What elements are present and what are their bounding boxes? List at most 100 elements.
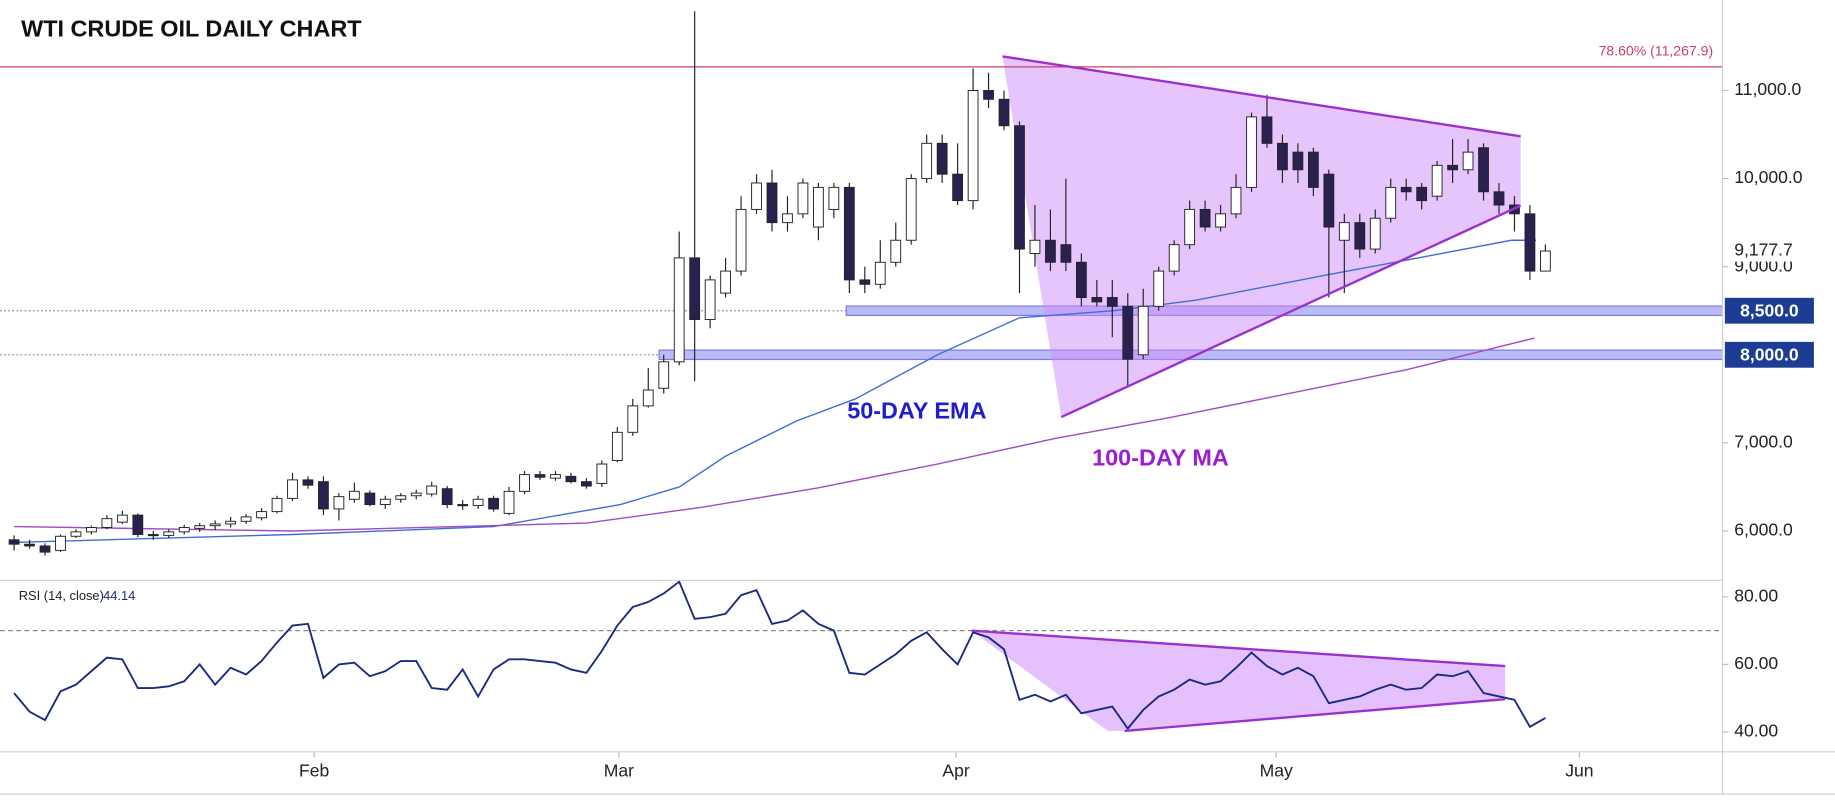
rsi-last-value: 44.14 bbox=[103, 588, 135, 603]
front-layer: 8,500.0 8,000.0 78.60% (11,267.9) 50-DAY EM… bbox=[847, 42, 1833, 733]
candle-body bbox=[256, 511, 267, 519]
candle-body bbox=[379, 498, 391, 506]
candle-body bbox=[704, 279, 716, 321]
candle-body bbox=[240, 516, 252, 522]
candle-body bbox=[936, 142, 948, 175]
candle-body bbox=[1354, 222, 1366, 250]
candle-body bbox=[1060, 244, 1072, 263]
candle-body bbox=[1524, 213, 1536, 272]
triangle-pattern bbox=[971, 630, 1506, 731]
candle-body bbox=[1400, 186, 1412, 193]
candle-body bbox=[503, 490, 515, 514]
candle-body bbox=[333, 496, 345, 510]
last-price-label: 9,177.7 bbox=[1734, 240, 1793, 260]
candle-body bbox=[348, 490, 360, 500]
candle-body bbox=[24, 543, 35, 547]
x-tick-label: May bbox=[1260, 760, 1293, 780]
candle-body bbox=[116, 514, 128, 523]
zone-label: 8,000.0 bbox=[1740, 345, 1799, 365]
candle-body bbox=[905, 178, 917, 241]
candle-body bbox=[1184, 208, 1196, 246]
candle-body bbox=[813, 186, 824, 228]
candle-body bbox=[1277, 142, 1288, 171]
y-tick-label: 11,000.0 bbox=[1734, 79, 1801, 99]
zone-label-box bbox=[1724, 341, 1814, 368]
moving-average bbox=[14, 239, 1537, 544]
zone-label: 8,500.0 bbox=[1740, 301, 1799, 321]
candle-body bbox=[983, 90, 994, 100]
candle-body bbox=[673, 257, 685, 363]
candle-body bbox=[302, 479, 314, 486]
candle-body bbox=[550, 474, 561, 479]
candle-body bbox=[426, 485, 438, 495]
candle-body bbox=[271, 497, 283, 513]
candle-body bbox=[1369, 217, 1381, 250]
candle-body bbox=[395, 495, 407, 500]
y-tick-label: 80.00 bbox=[1734, 585, 1778, 605]
candle-body bbox=[859, 279, 871, 285]
candle-body bbox=[1153, 270, 1165, 307]
candle-body bbox=[1447, 164, 1458, 171]
candle-body bbox=[86, 526, 97, 533]
candle-body bbox=[519, 474, 530, 492]
rsi-line bbox=[13, 580, 1546, 731]
candle-body bbox=[488, 497, 499, 510]
candle-body bbox=[782, 213, 793, 224]
candle-body bbox=[1416, 186, 1428, 202]
candle-body bbox=[441, 488, 453, 506]
candle-body bbox=[642, 389, 654, 407]
y-tick-label: 10,000.0 bbox=[1734, 167, 1803, 187]
pattern-bottom-line bbox=[1060, 204, 1522, 419]
candle-body bbox=[596, 463, 608, 484]
x-tick-label: Jun bbox=[1565, 760, 1593, 780]
candle-body bbox=[1323, 173, 1335, 228]
moving-average bbox=[14, 337, 1535, 532]
x-tick-label: Feb bbox=[299, 760, 329, 780]
candle-body bbox=[1385, 186, 1397, 219]
candle-body bbox=[1338, 222, 1350, 241]
series-label: 100-DAY MA bbox=[1092, 445, 1229, 471]
candle-body bbox=[874, 261, 886, 285]
y-tick-label: 7,000.0 bbox=[1734, 432, 1793, 452]
y-tick-label: 60.00 bbox=[1734, 653, 1778, 673]
candle-body bbox=[967, 90, 979, 202]
candle-body bbox=[472, 498, 484, 506]
candle-body bbox=[1106, 297, 1118, 307]
candle-body bbox=[1540, 250, 1551, 272]
candle-body bbox=[39, 545, 51, 553]
candle-body bbox=[101, 518, 113, 528]
candle-body bbox=[55, 535, 66, 551]
candle-body bbox=[828, 186, 840, 210]
candle-body bbox=[178, 526, 190, 533]
candle-body bbox=[1292, 151, 1304, 171]
candle-body bbox=[1029, 239, 1041, 254]
candle-body bbox=[225, 520, 237, 525]
candle-body bbox=[1215, 213, 1226, 228]
candle-body bbox=[735, 208, 747, 272]
candle-body bbox=[318, 481, 329, 510]
pattern-bottom-line bbox=[1124, 697, 1506, 733]
candle-body bbox=[998, 98, 1010, 127]
candle-body bbox=[627, 405, 639, 433]
candle-body bbox=[287, 479, 298, 499]
candle-body bbox=[890, 239, 902, 263]
y-tick-label: 6,000.0 bbox=[1734, 520, 1793, 540]
candle-body bbox=[1431, 164, 1443, 197]
main-layer: 6,000.07,000.09,000.010,000.011,000.040.… bbox=[8, 11, 1803, 780]
candle-body bbox=[194, 525, 206, 529]
rsi-title: RSI (14, close) bbox=[19, 588, 104, 603]
zone-label-box bbox=[1724, 297, 1814, 324]
candle-body bbox=[1122, 305, 1134, 360]
candle-body bbox=[921, 142, 933, 180]
x-tick-label: Mar bbox=[604, 760, 634, 780]
candle-body bbox=[457, 504, 469, 507]
candle-body bbox=[1462, 151, 1474, 171]
candle-body bbox=[534, 474, 546, 478]
candle-body bbox=[1199, 208, 1211, 228]
fib-label: 78.60% (11,267.9) bbox=[1599, 42, 1714, 58]
pattern-top-line bbox=[1002, 55, 1521, 138]
candle-body bbox=[1230, 186, 1242, 215]
candle-body bbox=[720, 270, 731, 294]
